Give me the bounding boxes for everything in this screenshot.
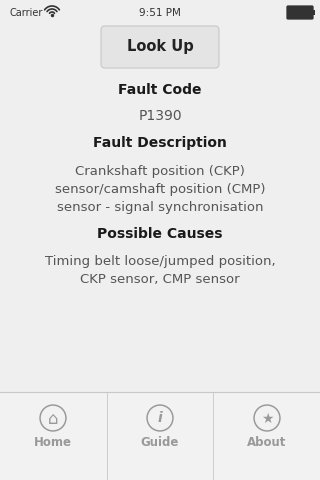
Bar bbox=[312, 10, 315, 15]
Text: CKP sensor, CMP sensor: CKP sensor, CMP sensor bbox=[80, 273, 240, 286]
Text: sensor - signal synchronisation: sensor - signal synchronisation bbox=[57, 201, 263, 214]
Text: Home: Home bbox=[34, 436, 72, 449]
Bar bbox=[0, 392, 320, 480]
Circle shape bbox=[148, 407, 172, 430]
Circle shape bbox=[40, 405, 66, 431]
FancyBboxPatch shape bbox=[101, 26, 219, 68]
Text: Fault Code: Fault Code bbox=[118, 83, 202, 97]
Text: P1390: P1390 bbox=[138, 109, 182, 123]
Text: ★: ★ bbox=[261, 411, 273, 425]
Circle shape bbox=[147, 405, 173, 431]
Text: Possible Causes: Possible Causes bbox=[97, 227, 223, 241]
Circle shape bbox=[254, 405, 280, 431]
Text: About: About bbox=[247, 436, 287, 449]
Text: Timing belt loose/jumped position,: Timing belt loose/jumped position, bbox=[45, 254, 275, 267]
Text: Guide: Guide bbox=[141, 436, 179, 449]
Text: i: i bbox=[158, 411, 162, 425]
Text: Look Up: Look Up bbox=[127, 39, 193, 55]
Text: 9:51 PM: 9:51 PM bbox=[139, 8, 181, 18]
Text: Carrier: Carrier bbox=[10, 8, 44, 18]
Text: Fault Description: Fault Description bbox=[93, 136, 227, 150]
Text: Crankshaft position (CKP): Crankshaft position (CKP) bbox=[75, 165, 245, 178]
FancyBboxPatch shape bbox=[287, 6, 313, 19]
Text: ⌂: ⌂ bbox=[48, 409, 58, 428]
Circle shape bbox=[42, 407, 65, 430]
Text: sensor/camshaft position (CMP): sensor/camshaft position (CMP) bbox=[55, 182, 265, 195]
Circle shape bbox=[255, 407, 278, 430]
